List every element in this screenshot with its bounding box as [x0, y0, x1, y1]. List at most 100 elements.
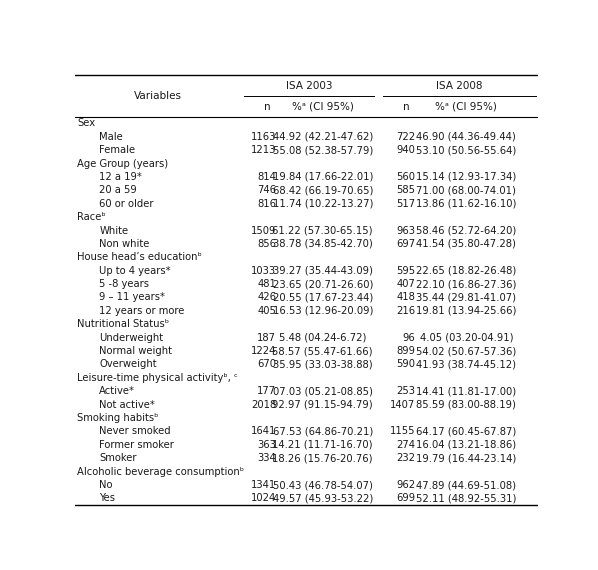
Text: 41.93 (38.74-45.12): 41.93 (38.74-45.12): [416, 360, 516, 369]
Text: 16.04 (13.21-18.86): 16.04 (13.21-18.86): [416, 440, 517, 450]
Text: 405: 405: [258, 306, 276, 316]
Text: 670: 670: [257, 360, 276, 369]
Text: %ᵃ (CI 95%): %ᵃ (CI 95%): [435, 101, 498, 112]
Text: 595: 595: [396, 266, 416, 276]
Text: 85.59 (83.00-88.19): 85.59 (83.00-88.19): [416, 400, 516, 410]
Text: 232: 232: [396, 453, 416, 463]
Text: 940: 940: [396, 145, 416, 155]
Text: 816: 816: [257, 199, 276, 209]
Text: 58.46 (52.72-64.20): 58.46 (52.72-64.20): [416, 226, 517, 235]
Text: 481: 481: [258, 279, 276, 289]
Text: 899: 899: [396, 346, 416, 356]
Text: 19.79 (16.44-23.14): 19.79 (16.44-23.14): [416, 453, 517, 463]
Text: 19.84 (17.66-22.01): 19.84 (17.66-22.01): [273, 172, 373, 182]
Text: 50.43 (46.78-54.07): 50.43 (46.78-54.07): [273, 480, 373, 490]
Text: 363: 363: [258, 440, 276, 450]
Text: 61.22 (57.30-65.15): 61.22 (57.30-65.15): [273, 226, 373, 235]
Text: Raceᵇ: Raceᵇ: [77, 212, 106, 222]
Text: White: White: [99, 226, 129, 235]
Text: 4.05 (03.20-04.91): 4.05 (03.20-04.91): [420, 333, 513, 343]
Text: 9 – 11 years*: 9 – 11 years*: [99, 292, 165, 303]
Text: 2018: 2018: [251, 400, 276, 410]
Text: 12 years or more: 12 years or more: [99, 306, 185, 316]
Text: 1509: 1509: [251, 226, 276, 235]
Text: 1024: 1024: [251, 494, 276, 503]
Text: 38.78 (34.85-42.70): 38.78 (34.85-42.70): [273, 239, 373, 249]
Text: 49.57 (45.93-53.22): 49.57 (45.93-53.22): [273, 494, 373, 503]
Text: 856: 856: [257, 239, 276, 249]
Text: 407: 407: [396, 279, 416, 289]
Text: 5 -8 years: 5 -8 years: [99, 279, 150, 289]
Text: 15.14 (12.93-17.34): 15.14 (12.93-17.34): [416, 172, 517, 182]
Text: Former smoker: Former smoker: [99, 440, 174, 450]
Text: 71.00 (68.00-74.01): 71.00 (68.00-74.01): [416, 185, 516, 196]
Text: 41.54 (35.80-47.28): 41.54 (35.80-47.28): [416, 239, 516, 249]
Text: 20 a 59: 20 a 59: [99, 185, 137, 196]
Text: 962: 962: [396, 480, 416, 490]
Text: 23.65 (20.71-26.60): 23.65 (20.71-26.60): [273, 279, 373, 289]
Text: Never smoked: Never smoked: [99, 426, 171, 437]
Text: Smoking habitsᵇ: Smoking habitsᵇ: [77, 413, 158, 423]
Text: Nutritional Statusᵇ: Nutritional Statusᵇ: [77, 319, 169, 329]
Text: 1224: 1224: [251, 346, 276, 356]
Text: 35.44 (29.81-41.07): 35.44 (29.81-41.07): [416, 292, 516, 303]
Text: 814: 814: [258, 172, 276, 182]
Text: 46.90 (44.36-49.44): 46.90 (44.36-49.44): [416, 132, 516, 142]
Text: Yes: Yes: [99, 494, 115, 503]
Text: Age Group (years): Age Group (years): [77, 158, 168, 169]
Text: Male: Male: [99, 132, 123, 142]
Text: Active*: Active*: [99, 386, 135, 396]
Text: 418: 418: [396, 292, 416, 303]
Text: 697: 697: [396, 239, 416, 249]
Text: 22.65 (18.82-26.48): 22.65 (18.82-26.48): [416, 266, 517, 276]
Text: ISA 2003: ISA 2003: [285, 81, 332, 91]
Text: 55.08 (52.38-57.79): 55.08 (52.38-57.79): [273, 145, 373, 155]
Text: 58.57 (55.47-61.66): 58.57 (55.47-61.66): [273, 346, 373, 356]
Text: 1033: 1033: [251, 266, 276, 276]
Text: 92.97 (91.15-94.79): 92.97 (91.15-94.79): [272, 400, 373, 410]
Text: 14.21 (11.71-16.70): 14.21 (11.71-16.70): [273, 440, 373, 450]
Text: Leisure-time physical activityᵇ, ᶜ: Leisure-time physical activityᵇ, ᶜ: [77, 373, 238, 383]
Text: 1163: 1163: [251, 132, 276, 142]
Text: Overweight: Overweight: [99, 360, 157, 369]
Text: 1155: 1155: [390, 426, 416, 437]
Text: 54.02 (50.67-57.36): 54.02 (50.67-57.36): [416, 346, 517, 356]
Text: 20.55 (17.67-23.44): 20.55 (17.67-23.44): [273, 292, 373, 303]
Text: Alcoholic beverage consumptionᵇ: Alcoholic beverage consumptionᵇ: [77, 467, 244, 477]
Text: Smoker: Smoker: [99, 453, 137, 463]
Text: 68.42 (66.19-70.65): 68.42 (66.19-70.65): [273, 185, 373, 196]
Text: n: n: [403, 101, 410, 112]
Text: 16.53 (12.96-20.09): 16.53 (12.96-20.09): [273, 306, 373, 316]
Text: 96: 96: [402, 333, 416, 343]
Text: 1641: 1641: [251, 426, 276, 437]
Text: Sex: Sex: [77, 119, 95, 128]
Text: Female: Female: [99, 145, 135, 155]
Text: 44.92 (42.21-47.62): 44.92 (42.21-47.62): [273, 132, 373, 142]
Text: 216: 216: [396, 306, 416, 316]
Text: 585: 585: [396, 185, 416, 196]
Text: 14.41 (11.81-17.00): 14.41 (11.81-17.00): [416, 386, 517, 396]
Text: 35.95 (33.03-38.88): 35.95 (33.03-38.88): [273, 360, 373, 369]
Text: 1407: 1407: [390, 400, 416, 410]
Text: ISA 2008: ISA 2008: [436, 81, 483, 91]
Text: 274: 274: [396, 440, 416, 450]
Text: 1341: 1341: [251, 480, 276, 490]
Text: 5.48 (04.24-6.72): 5.48 (04.24-6.72): [279, 333, 367, 343]
Text: 60 or older: 60 or older: [99, 199, 154, 209]
Text: Up to 4 years*: Up to 4 years*: [99, 266, 171, 276]
Text: 64.17 (60.45-67.87): 64.17 (60.45-67.87): [416, 426, 517, 437]
Text: 67.53 (64.86-70.21): 67.53 (64.86-70.21): [273, 426, 373, 437]
Text: 517: 517: [396, 199, 416, 209]
Text: 13.86 (11.62-16.10): 13.86 (11.62-16.10): [416, 199, 517, 209]
Text: 39.27 (35.44-43.09): 39.27 (35.44-43.09): [273, 266, 373, 276]
Text: 187: 187: [257, 333, 276, 343]
Text: 699: 699: [396, 494, 416, 503]
Text: 963: 963: [396, 226, 416, 235]
Text: House head’s educationᵇ: House head’s educationᵇ: [77, 253, 202, 262]
Text: 560: 560: [396, 172, 416, 182]
Text: 07.03 (05.21-08.85): 07.03 (05.21-08.85): [273, 386, 373, 396]
Text: 52.11 (48.92-55.31): 52.11 (48.92-55.31): [416, 494, 517, 503]
Text: n: n: [264, 101, 270, 112]
Text: 590: 590: [396, 360, 416, 369]
Text: Normal weight: Normal weight: [99, 346, 172, 356]
